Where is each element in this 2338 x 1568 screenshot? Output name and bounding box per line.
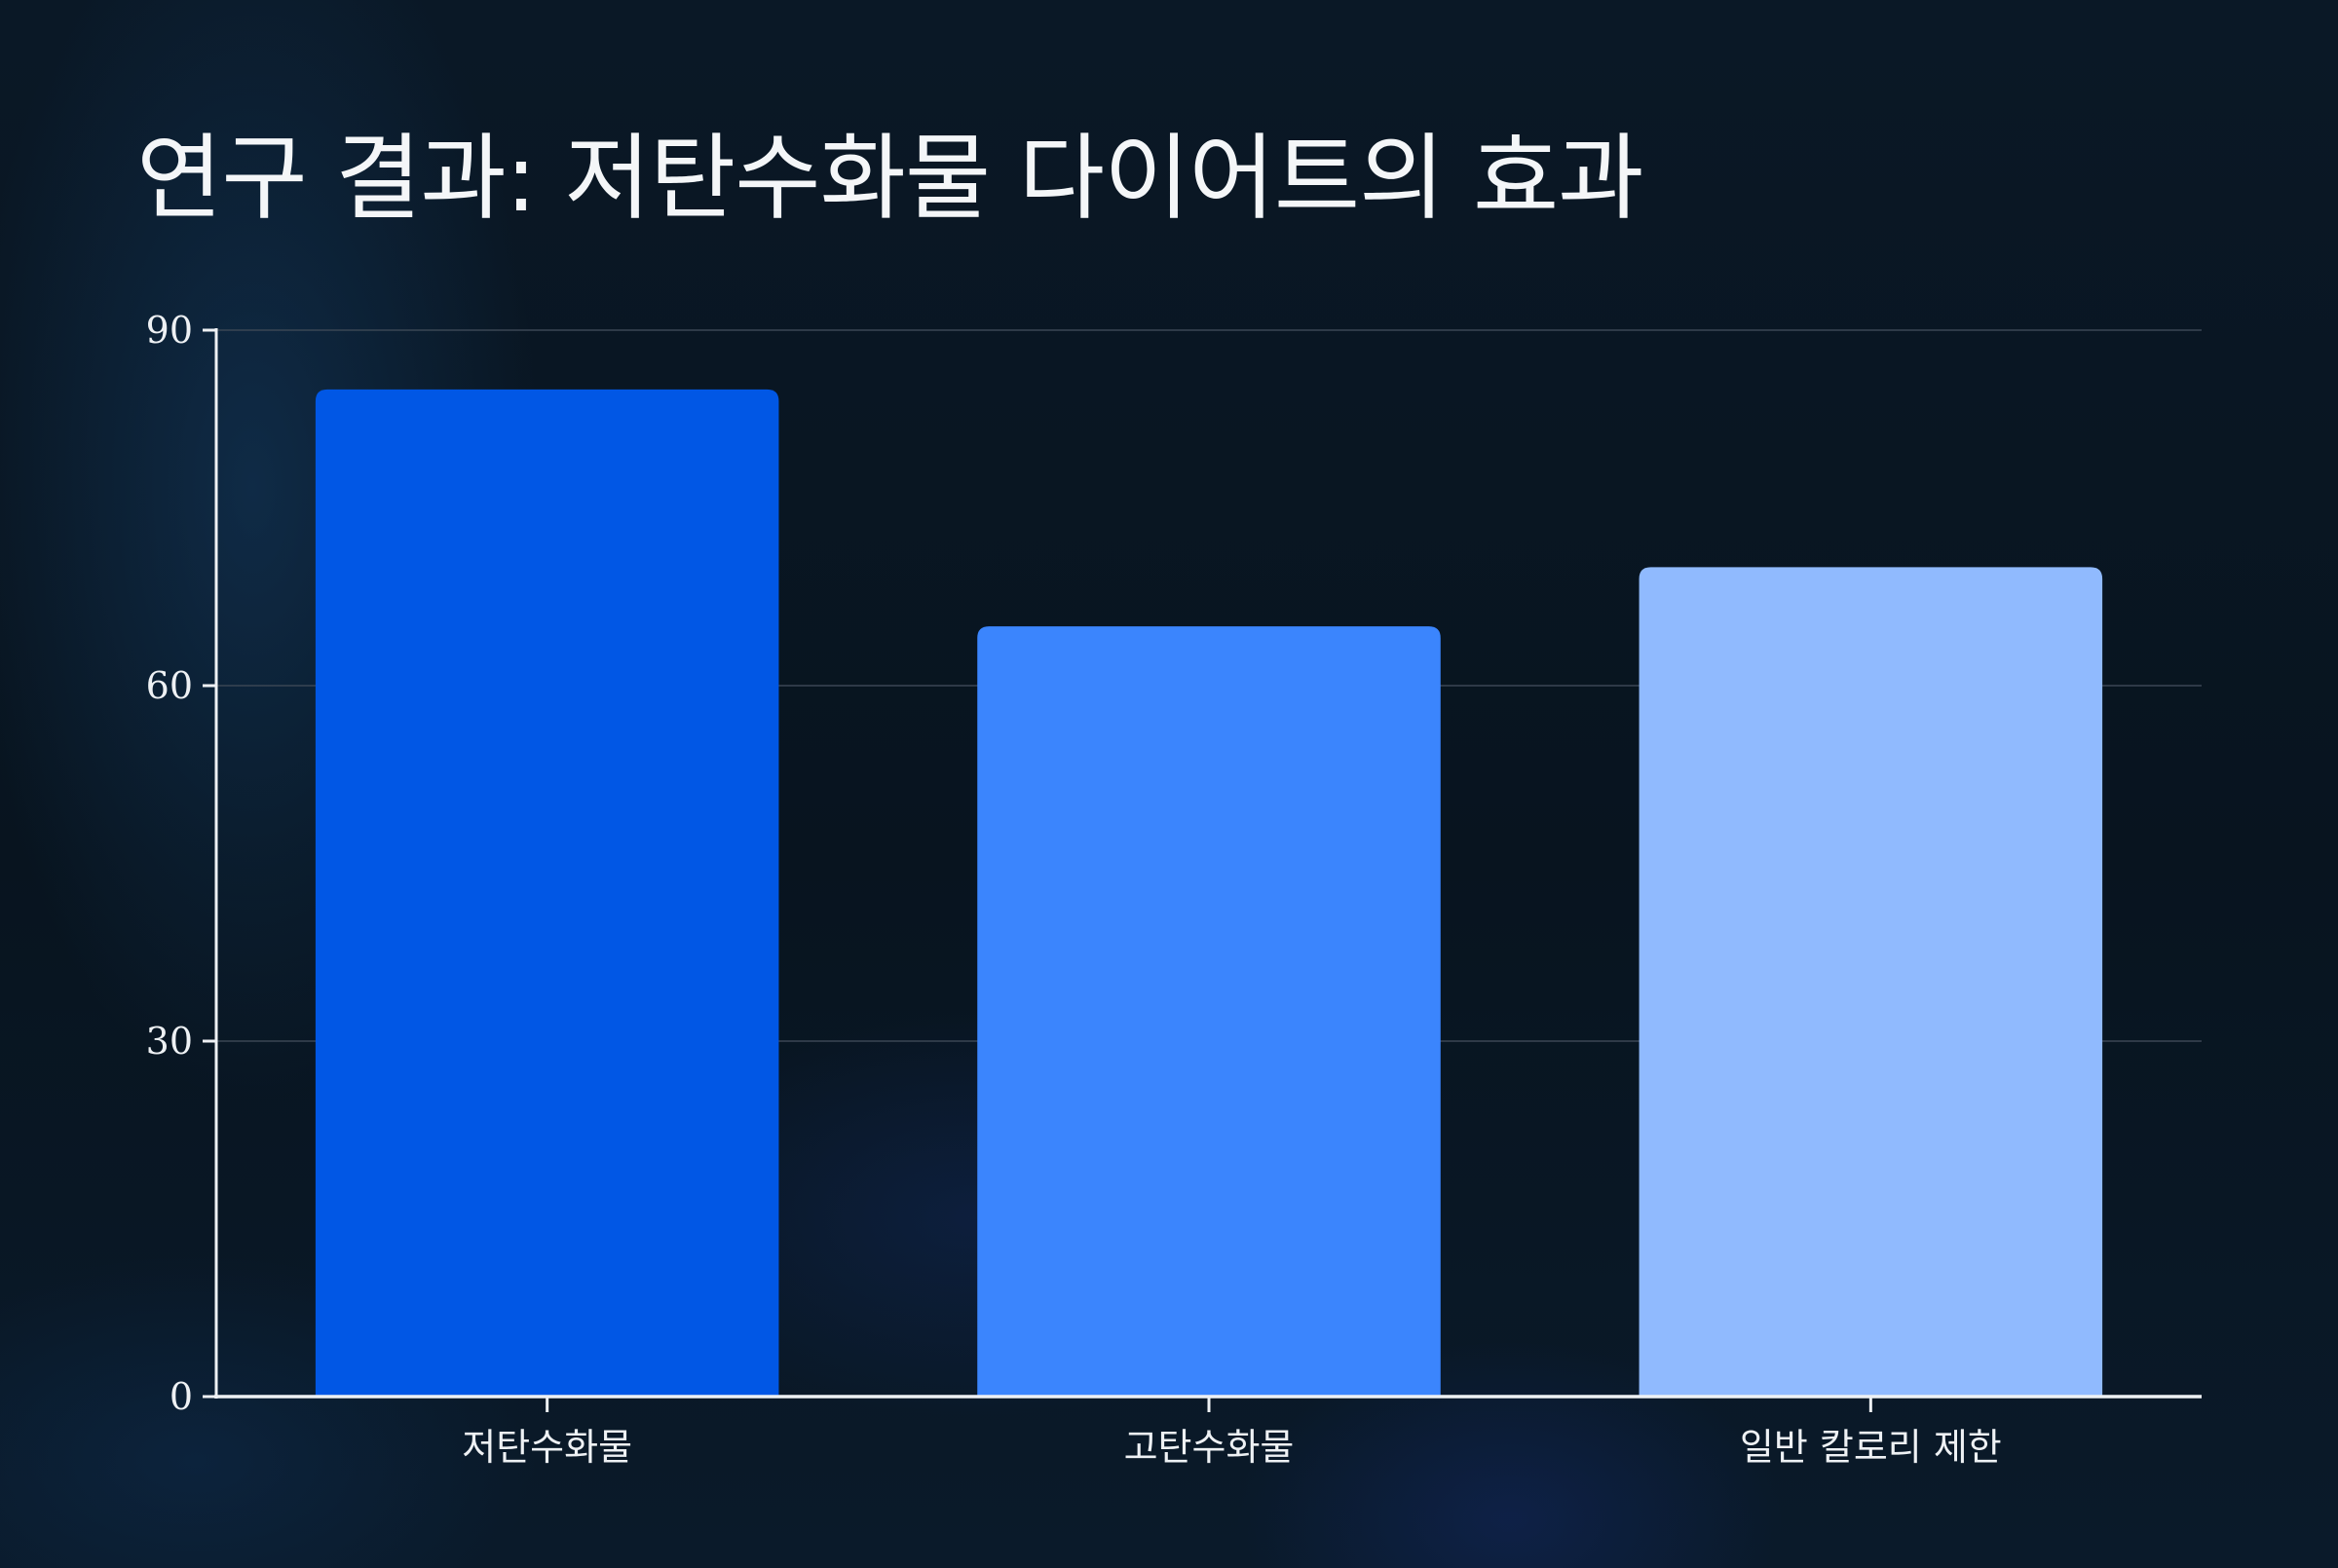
bar [1639,567,2103,1397]
bar [315,389,779,1397]
bar [977,626,1441,1397]
y-tick-label: 60 [146,664,193,707]
y-tick-label: 30 [146,1020,193,1063]
axes: 0 30 60 90 저탄수화물 고탄수화물 일반 칼로리 제한 [146,309,2202,1469]
chart-title: 연구 결과: 저탄수화물 다이어트의 효과 [136,124,1644,233]
x-tick-label: 고탄수화물 [1124,1426,1295,1469]
y-tick-label: 90 [146,309,193,352]
x-tick-label: 일반 칼로리 제한 [1740,1426,2002,1469]
x-tick-label: 저탄수화물 [462,1426,632,1469]
y-tick-label: 0 [170,1375,193,1418]
bars [315,389,2103,1397]
